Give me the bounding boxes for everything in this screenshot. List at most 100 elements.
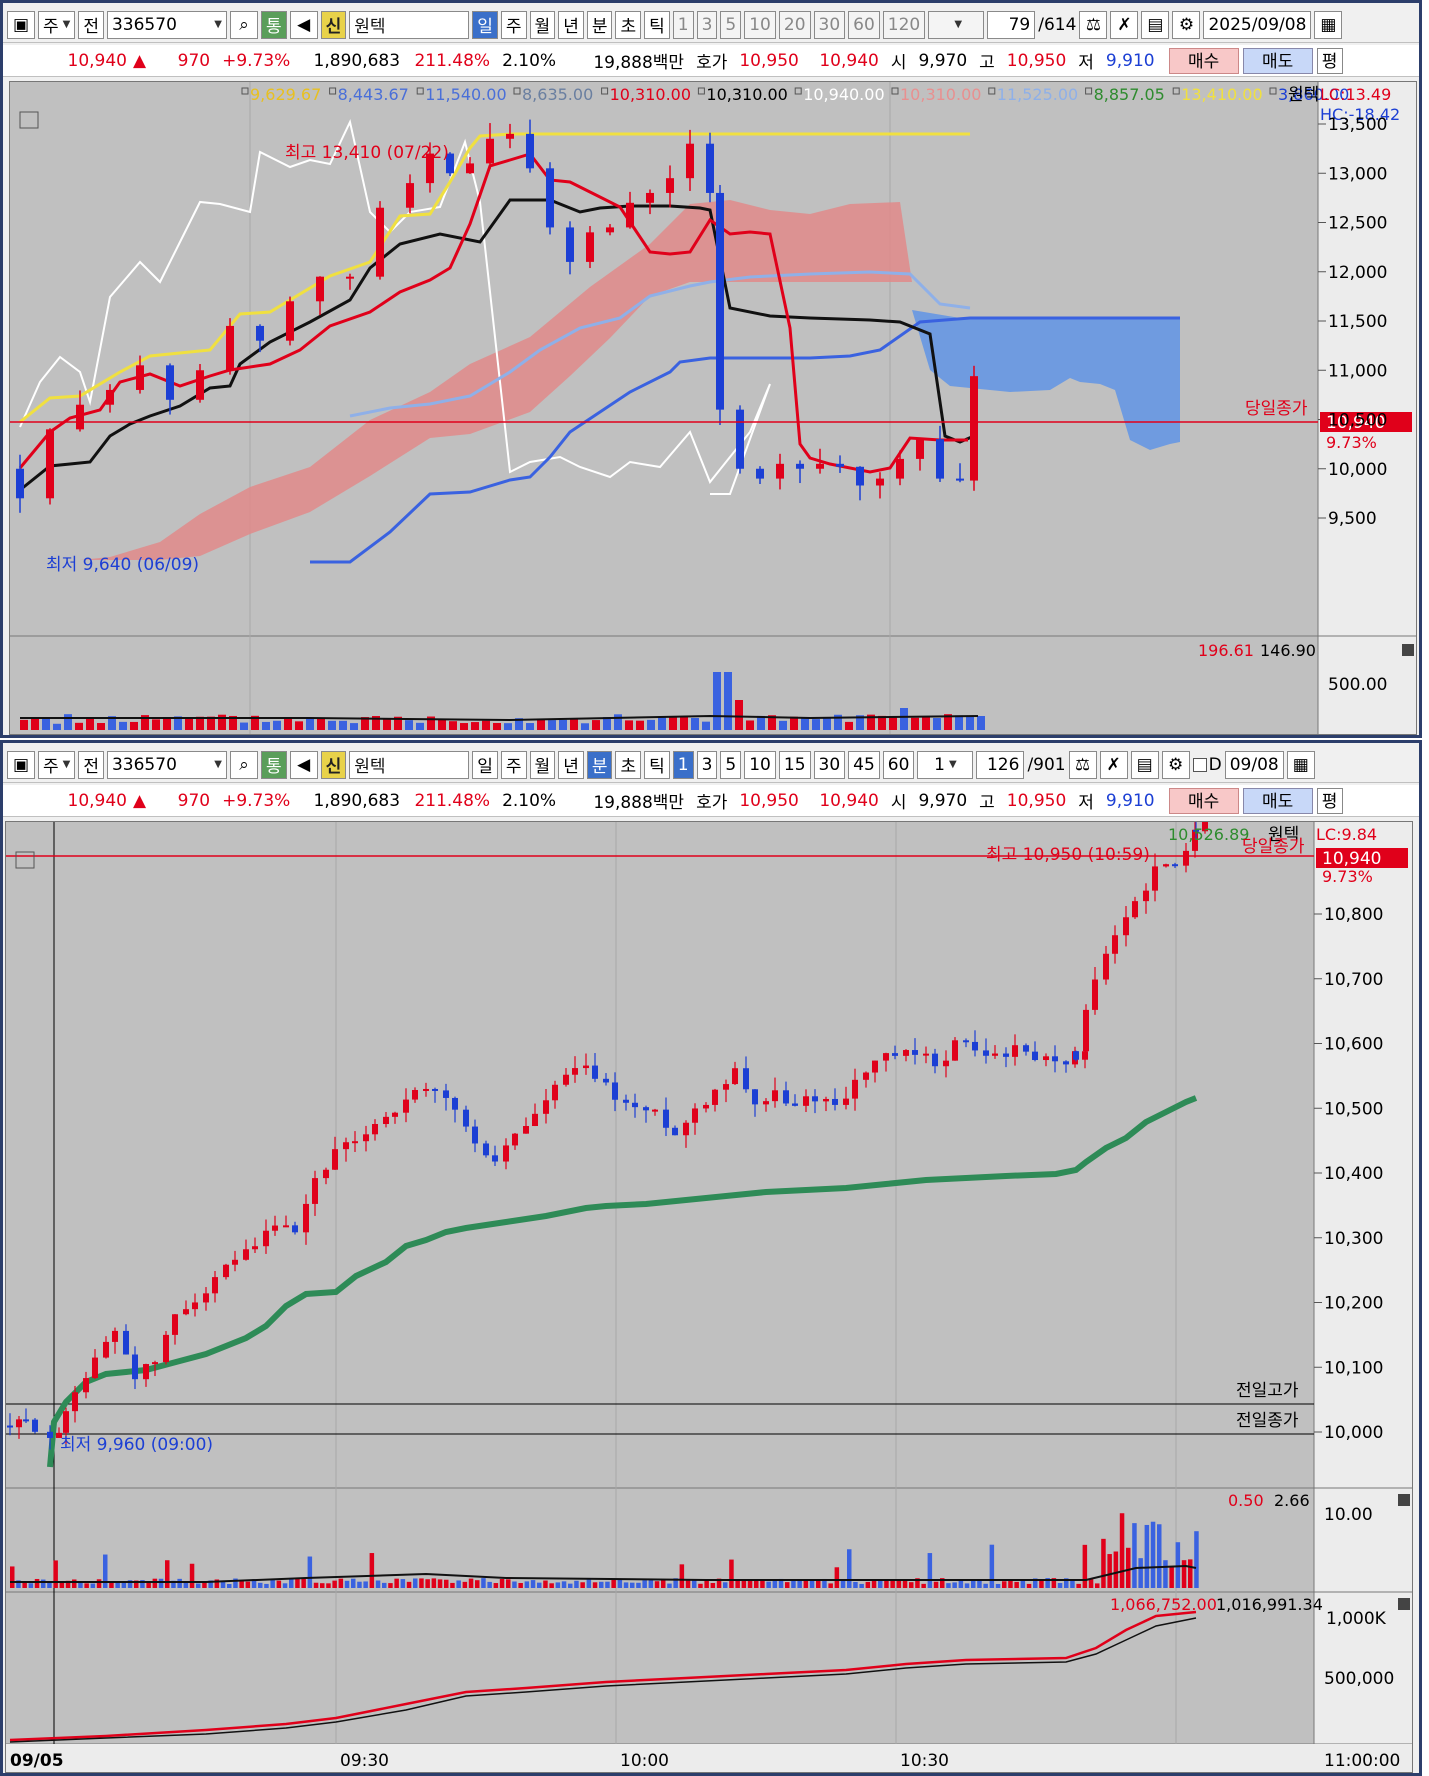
interval-60[interactable]: 60: [882, 750, 915, 779]
minute-chart-area[interactable]: 10,526.89 원텍 LC:9.84 최고 10,950 (10:59) 당…: [5, 821, 1413, 1773]
period-year[interactable]: 년: [558, 10, 584, 39]
calendar-icon[interactable]: ▦: [1314, 10, 1343, 39]
speaker-icon[interactable]: ◀: [289, 10, 318, 39]
tong-button[interactable]: 통: [260, 10, 287, 39]
interval-60[interactable]: 60: [848, 10, 880, 39]
daily-chart-area[interactable]: 9,629.67 8,443.67 11,540.00 8,635.00 10,310.…: [9, 81, 1417, 735]
period-week[interactable]: 주: [500, 750, 527, 779]
period-week[interactable]: 주: [500, 10, 527, 39]
volume-bar: [772, 1579, 778, 1588]
interval-custom[interactable]: [928, 10, 985, 39]
stock-name[interactable]: 원텍: [349, 10, 470, 39]
interval-30[interactable]: 30: [813, 10, 846, 39]
period-tick[interactable]: 틱: [644, 10, 670, 39]
period-day[interactable]: 일: [472, 10, 498, 39]
calendar-icon[interactable]: ▦: [1286, 750, 1315, 779]
interval-5[interactable]: 5: [720, 10, 742, 39]
save-icon[interactable]: ▤: [1141, 10, 1170, 39]
volume-bar: [669, 716, 677, 730]
volume-bar: [803, 1579, 809, 1588]
search-icon[interactable]: ⌕: [229, 750, 258, 779]
minute-price-chart[interactable]: 10,526.89 원텍 LC:9.84 최고 10,950 (10:59) 당…: [6, 822, 1413, 1773]
interval-5[interactable]: 5: [720, 750, 742, 779]
indicator-icon[interactable]: ⚖: [1079, 10, 1108, 39]
interval-1[interactable]: 1: [672, 750, 694, 779]
date-input[interactable]: 2025/09/08: [1203, 10, 1312, 39]
avg-button[interactable]: 평: [1316, 787, 1343, 814]
sell-button[interactable]: 매도: [1242, 787, 1313, 814]
type-select[interactable]: 주: [38, 10, 76, 39]
period-year[interactable]: 년: [558, 750, 584, 779]
period-month[interactable]: 월: [529, 10, 556, 39]
interval-1[interactable]: 1: [672, 10, 694, 39]
save-icon[interactable]: ▤: [1130, 750, 1159, 779]
vol-panel-close-icon[interactable]: [1398, 1494, 1410, 1506]
code-input[interactable]: 336570: [106, 10, 227, 39]
date-input[interactable]: 09/08: [1224, 750, 1284, 779]
interval-10[interactable]: 10: [744, 10, 776, 39]
interval-10[interactable]: 10: [744, 750, 776, 779]
period-tick[interactable]: 틱: [644, 750, 670, 779]
candle-down: [936, 439, 944, 479]
tool-icon[interactable]: ✗: [1110, 10, 1139, 39]
interval-3[interactable]: 3: [696, 10, 718, 39]
volume-bar: [845, 721, 853, 730]
amt-panel-close-icon[interactable]: [1398, 1598, 1410, 1610]
code-input[interactable]: 336570: [106, 750, 227, 779]
jeon-button[interactable]: 전: [78, 750, 104, 779]
interval-45[interactable]: 45: [848, 750, 880, 779]
type-select[interactable]: 주: [38, 750, 76, 779]
price: 10,940: [67, 790, 127, 811]
period-second[interactable]: 초: [615, 750, 642, 779]
avg-button[interactable]: 평: [1316, 47, 1343, 74]
window-icon[interactable]: ▣: [7, 10, 35, 39]
interval-30[interactable]: 30: [813, 750, 846, 779]
period-day[interactable]: 일: [472, 750, 498, 779]
legend-swatch: [1269, 87, 1277, 95]
period-minute[interactable]: 분: [586, 750, 613, 779]
gear-icon[interactable]: ⚙: [1172, 10, 1201, 39]
window-icon[interactable]: ▣: [7, 750, 35, 779]
interval-20[interactable]: 20: [778, 10, 811, 39]
candle-up: [763, 1101, 769, 1105]
candle-up: [1143, 890, 1149, 902]
indicator-icon[interactable]: ⚖: [1068, 750, 1097, 779]
count-input[interactable]: 126: [976, 750, 1025, 779]
period-second[interactable]: 초: [615, 10, 642, 39]
period-month[interactable]: 월: [529, 750, 556, 779]
volume-bar: [724, 672, 732, 730]
candle-down: [443, 1090, 449, 1098]
grid-toggle-icon[interactable]: [19, 111, 39, 129]
volume-bar: [1070, 1579, 1075, 1588]
candle-up: [943, 1060, 949, 1067]
candle-down: [32, 1419, 38, 1432]
amount-line-red: [9, 1610, 1197, 1742]
tool-icon[interactable]: ✗: [1099, 750, 1128, 779]
buy-button[interactable]: 매수: [1168, 787, 1239, 814]
daily-price-chart[interactable]: 9,629.67 8,443.67 11,540.00 8,635.00 10,310.…: [10, 82, 1417, 735]
buy-button[interactable]: 매수: [1168, 47, 1239, 74]
search-icon[interactable]: ⌕: [229, 10, 258, 39]
volume-bar: [515, 718, 523, 730]
vol-panel-close-icon[interactable]: [1402, 644, 1414, 656]
volume-bar: [97, 723, 105, 730]
interval-15[interactable]: 15: [778, 750, 811, 779]
sell-button[interactable]: 매도: [1242, 47, 1313, 74]
interval-120[interactable]: 120: [882, 10, 926, 39]
volume-bar: [1057, 1583, 1063, 1588]
volume-bar: [363, 1581, 368, 1588]
date-checkbox[interactable]: D: [1192, 755, 1222, 775]
jeon-button[interactable]: 전: [78, 10, 104, 39]
candle-up: [1092, 979, 1098, 1010]
grid-toggle-icon[interactable]: [15, 851, 35, 869]
period-minute[interactable]: 분: [586, 10, 613, 39]
volume-bar: [42, 718, 50, 730]
unit-select[interactable]: 1: [917, 750, 974, 779]
tong-button[interactable]: 통: [260, 750, 287, 779]
stock-name[interactable]: 원텍: [349, 750, 470, 779]
volume-bar: [425, 1579, 430, 1588]
speaker-icon[interactable]: ◀: [289, 750, 318, 779]
gear-icon[interactable]: ⚙: [1161, 750, 1190, 779]
interval-3[interactable]: 3: [696, 750, 718, 779]
count-input[interactable]: 79: [987, 10, 1036, 39]
